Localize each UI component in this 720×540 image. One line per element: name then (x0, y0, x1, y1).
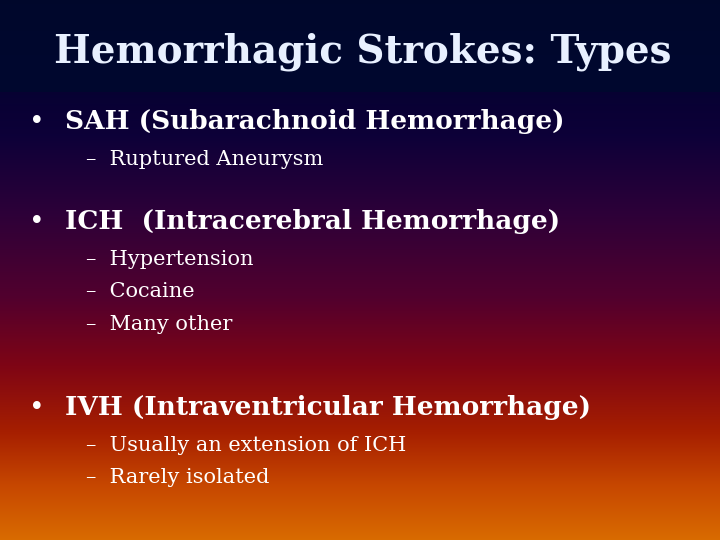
Text: –  Ruptured Aneurysm: – Ruptured Aneurysm (86, 150, 324, 169)
Text: •: • (29, 209, 45, 234)
Text: •: • (29, 395, 45, 420)
Text: IVH (Intraventricular Hemorrhage): IVH (Intraventricular Hemorrhage) (65, 395, 591, 420)
FancyBboxPatch shape (0, 0, 720, 92)
Text: •: • (29, 109, 45, 134)
Text: Hemorrhagic Strokes: Types: Hemorrhagic Strokes: Types (54, 32, 672, 71)
Text: –  Hypertension: – Hypertension (86, 249, 254, 269)
Text: ICH  (Intracerebral Hemorrhage): ICH (Intracerebral Hemorrhage) (65, 209, 560, 234)
Text: SAH (Subarachnoid Hemorrhage): SAH (Subarachnoid Hemorrhage) (65, 109, 564, 134)
Text: –  Cocaine: – Cocaine (86, 282, 195, 301)
Text: –  Many other: – Many other (86, 314, 233, 334)
Text: –  Usually an extension of ICH: – Usually an extension of ICH (86, 436, 407, 455)
Text: –  Rarely isolated: – Rarely isolated (86, 468, 270, 488)
